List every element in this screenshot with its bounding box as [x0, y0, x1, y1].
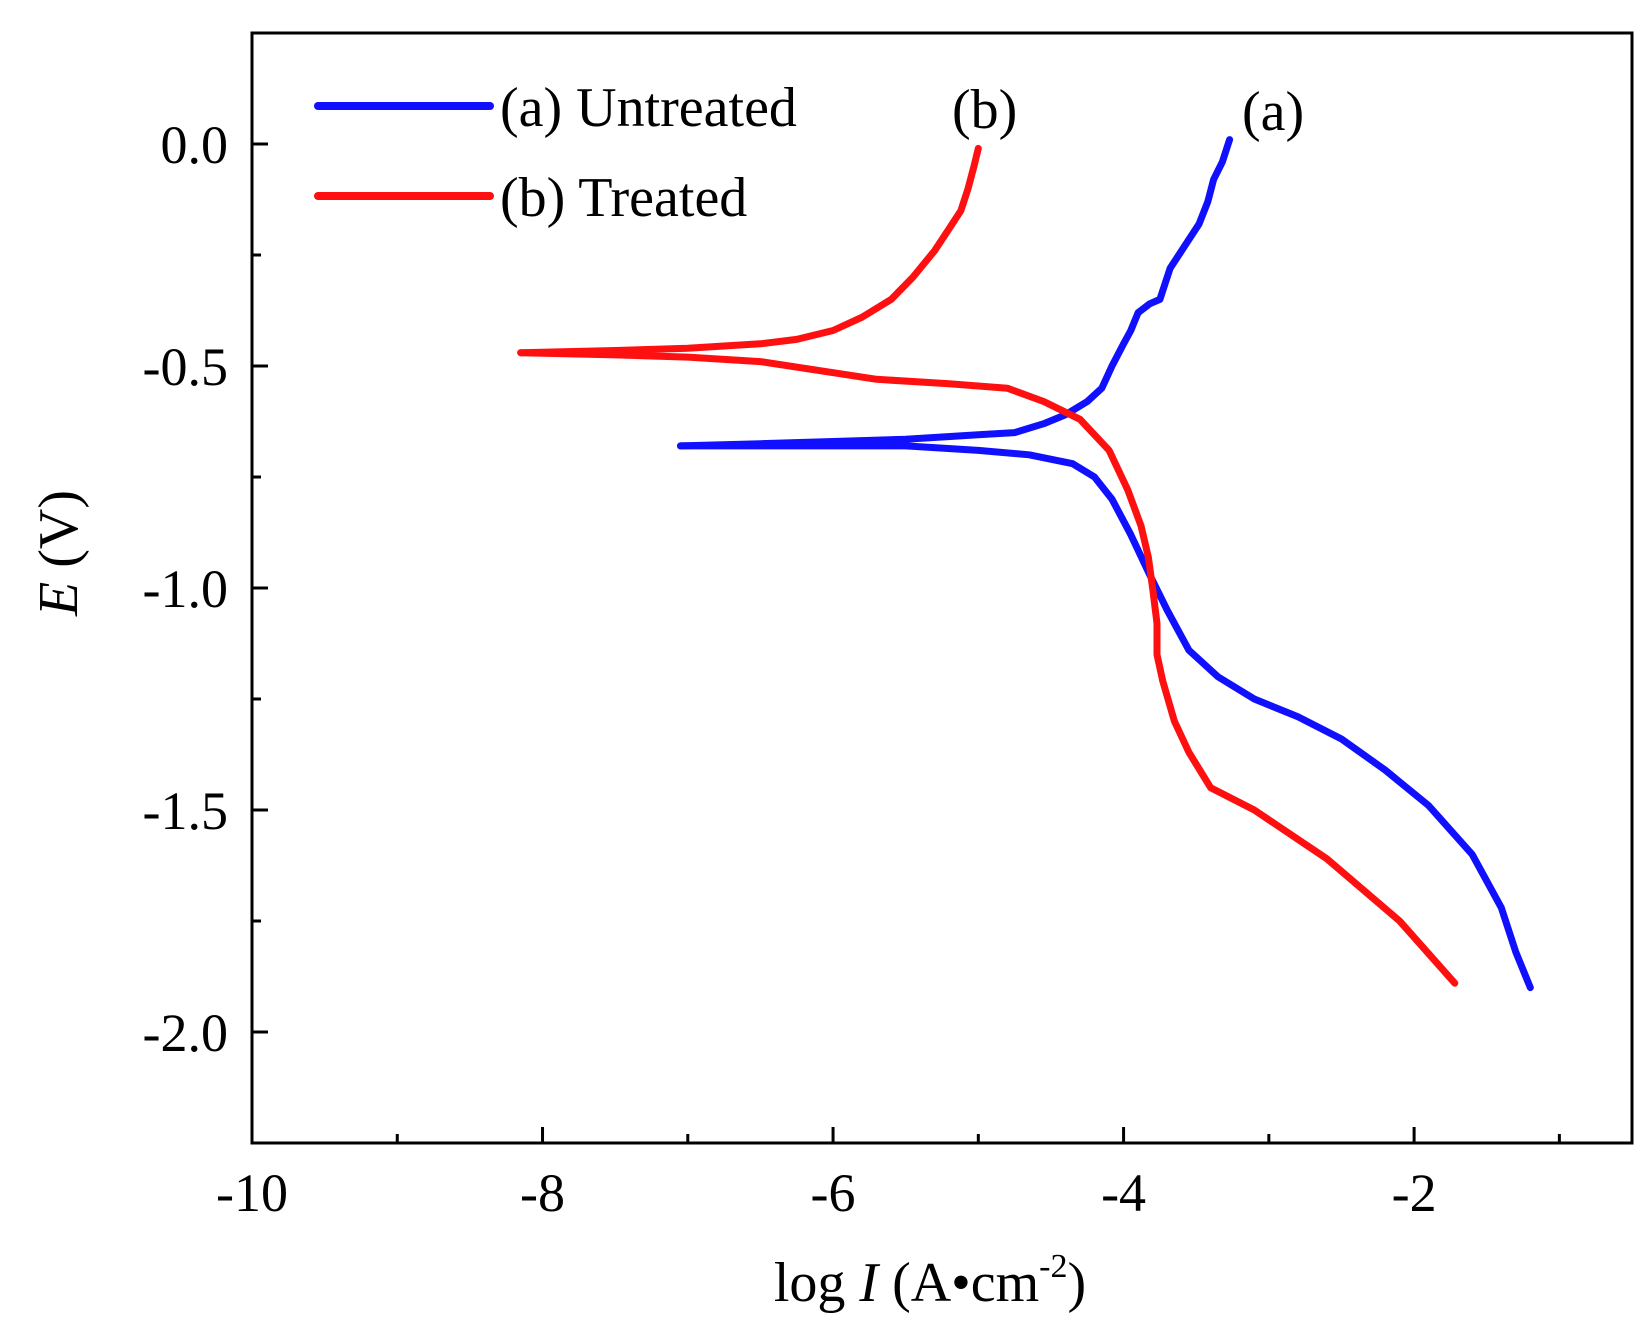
x-tick-label: -4	[1101, 1163, 1146, 1223]
x-axis-title-unit: (A•cm	[878, 1252, 1039, 1314]
legend: (a) Untreated (b) Treated	[314, 77, 797, 229]
annotation-b: (b)	[952, 79, 1017, 141]
y-axis-title: E (V)	[28, 490, 90, 617]
series-line-untreated-cathodic	[677, 442, 1534, 992]
series-line-untreated-anodic	[677, 136, 1234, 450]
x-axis-title-italic: I	[858, 1252, 880, 1314]
series-layer	[517, 136, 1534, 992]
y-axis-title-italic: E	[28, 582, 90, 617]
x-tick-label: -10	[216, 1163, 288, 1223]
ticks-layer: -10 -8 -6 -4 -2 0.0 -0.5 -1.0 -1.5 -2.0	[143, 31, 1561, 1223]
legend-label-untreated: (a) Untreated	[500, 77, 797, 139]
x-axis-title: log I (A•cm-2)	[774, 1248, 1086, 1314]
y-tick-label: -0.5	[143, 337, 228, 397]
x-axis-title-prefix: log	[774, 1252, 860, 1314]
legend-label-treated: (b) Treated	[500, 167, 747, 229]
y-tick-label: -1.0	[143, 559, 228, 619]
x-tick-label: -8	[520, 1163, 565, 1223]
x-axis-title-superscript: -2	[1039, 1248, 1067, 1285]
y-tick-label: 0.0	[161, 115, 229, 175]
x-axis-title-close: )	[1068, 1252, 1087, 1314]
series-line-treated-cathodic	[517, 349, 1459, 987]
y-tick-label: -1.5	[143, 781, 228, 841]
y-axis-title-unit: (V)	[28, 490, 90, 582]
y-tick-label: -2.0	[143, 1003, 228, 1063]
annotation-a: (a)	[1242, 81, 1304, 143]
x-tick-label: -2	[1392, 1163, 1437, 1223]
x-tick-label: -6	[811, 1163, 856, 1223]
series-line-treated-anodic	[517, 144, 982, 357]
